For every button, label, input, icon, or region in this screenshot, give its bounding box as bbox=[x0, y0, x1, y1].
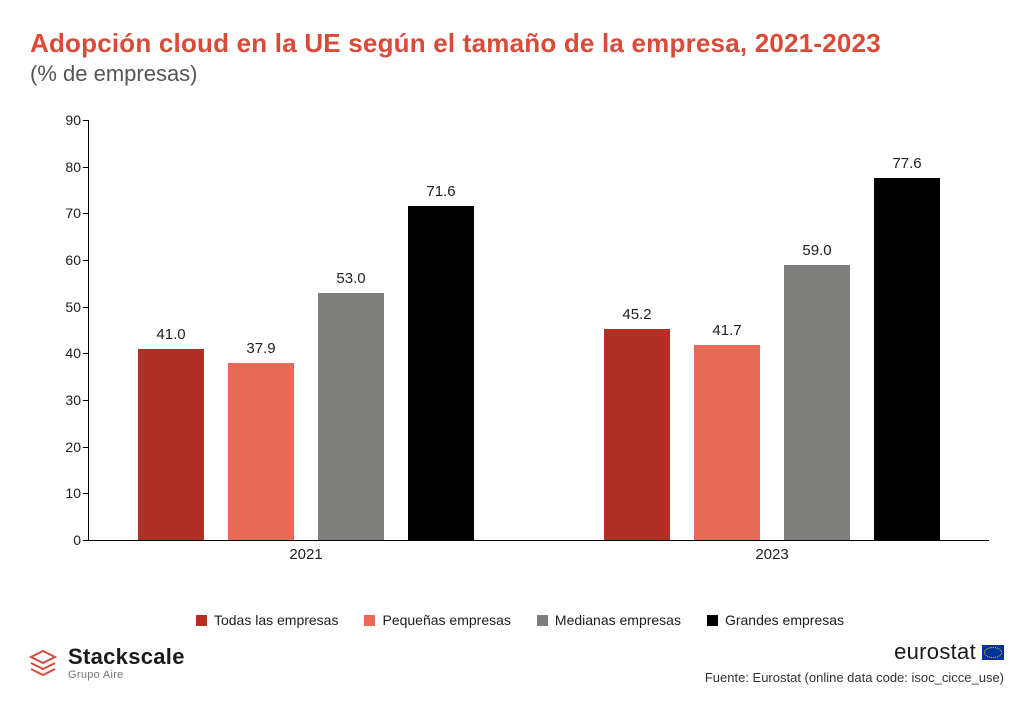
legend-swatch bbox=[537, 615, 548, 626]
x-category-label: 2023 bbox=[755, 546, 788, 563]
bar: 37.9 bbox=[228, 363, 294, 540]
y-tick-label: 0 bbox=[41, 532, 81, 548]
legend-label: Medianas empresas bbox=[555, 612, 681, 628]
bar: 71.6 bbox=[408, 206, 474, 540]
y-tick-label: 80 bbox=[41, 159, 81, 175]
y-tick-mark bbox=[83, 167, 89, 168]
bar-value-label: 41.0 bbox=[156, 326, 185, 343]
y-tick-label: 20 bbox=[41, 439, 81, 455]
bar: 41.0 bbox=[138, 349, 204, 540]
chart-area: 0 10 20 30 40 50 60 70 80 90 41.0 37.9 53.0 71.6 2021 4… bbox=[40, 110, 1000, 580]
bar-value-label: 37.9 bbox=[246, 340, 275, 357]
eu-flag-icon bbox=[982, 645, 1004, 660]
bar: 53.0 bbox=[318, 293, 384, 540]
x-category-label: 2021 bbox=[289, 546, 322, 563]
chart-title: Adopción cloud en la UE según el tamaño … bbox=[30, 28, 996, 59]
legend-swatch bbox=[707, 615, 718, 626]
chart-frame: Adopción cloud en la UE según el tamaño … bbox=[0, 0, 1024, 705]
stackscale-name: Stackscale bbox=[68, 646, 185, 668]
chart-subtitle: (% de empresas) bbox=[30, 61, 996, 87]
bar: 77.6 bbox=[874, 178, 940, 540]
y-tick-label: 30 bbox=[41, 392, 81, 408]
y-tick-label: 40 bbox=[41, 345, 81, 361]
bar-value-label: 71.6 bbox=[426, 183, 455, 200]
legend-swatch bbox=[364, 615, 375, 626]
legend: Todas las empresas Pequeñas empresas Media… bbox=[40, 612, 1000, 628]
y-tick-label: 60 bbox=[41, 252, 81, 268]
plot-area: 010203040506070809041.037.953.071.620214… bbox=[88, 120, 989, 541]
legend-item: Pequeñas empresas bbox=[364, 612, 510, 628]
y-tick-mark bbox=[83, 400, 89, 401]
y-tick-mark bbox=[83, 540, 89, 541]
legend-label: Pequeñas empresas bbox=[382, 612, 510, 628]
stackscale-logo: Stackscale Grupo Aire bbox=[28, 646, 185, 681]
bar-value-label: 53.0 bbox=[336, 270, 365, 287]
eurostat-logo: eurostat bbox=[894, 639, 1004, 665]
source-line: Fuente: Eurostat (online data code: isoc… bbox=[705, 670, 1004, 685]
legend-item: Medianas empresas bbox=[537, 612, 681, 628]
legend-label: Grandes empresas bbox=[725, 612, 844, 628]
y-tick-mark bbox=[83, 493, 89, 494]
stackscale-sub: Grupo Aire bbox=[68, 669, 185, 681]
bar-value-label: 45.2 bbox=[622, 306, 651, 323]
y-tick-label: 10 bbox=[41, 485, 81, 501]
y-tick-label: 70 bbox=[41, 205, 81, 221]
footer: Stackscale Grupo Aire eurostat Fuente: E… bbox=[28, 635, 1004, 687]
legend-label: Todas las empresas bbox=[214, 612, 339, 628]
legend-item: Grandes empresas bbox=[707, 612, 844, 628]
y-tick-mark bbox=[83, 120, 89, 121]
y-tick-mark bbox=[83, 353, 89, 354]
y-tick-label: 50 bbox=[41, 299, 81, 315]
bar-value-label: 59.0 bbox=[802, 242, 831, 259]
y-tick-mark bbox=[83, 307, 89, 308]
y-tick-mark bbox=[83, 447, 89, 448]
bar-value-label: 77.6 bbox=[892, 155, 921, 172]
y-tick-label: 90 bbox=[41, 112, 81, 128]
bar: 45.2 bbox=[604, 329, 670, 540]
bar-value-label: 41.7 bbox=[712, 322, 741, 339]
legend-item: Todas las empresas bbox=[196, 612, 339, 628]
bar: 59.0 bbox=[784, 265, 850, 540]
y-tick-mark bbox=[83, 260, 89, 261]
y-tick-mark bbox=[83, 213, 89, 214]
eurostat-name: eurostat bbox=[894, 639, 976, 665]
legend-swatch bbox=[196, 615, 207, 626]
stackscale-icon bbox=[28, 649, 58, 679]
bar: 41.7 bbox=[694, 345, 760, 540]
